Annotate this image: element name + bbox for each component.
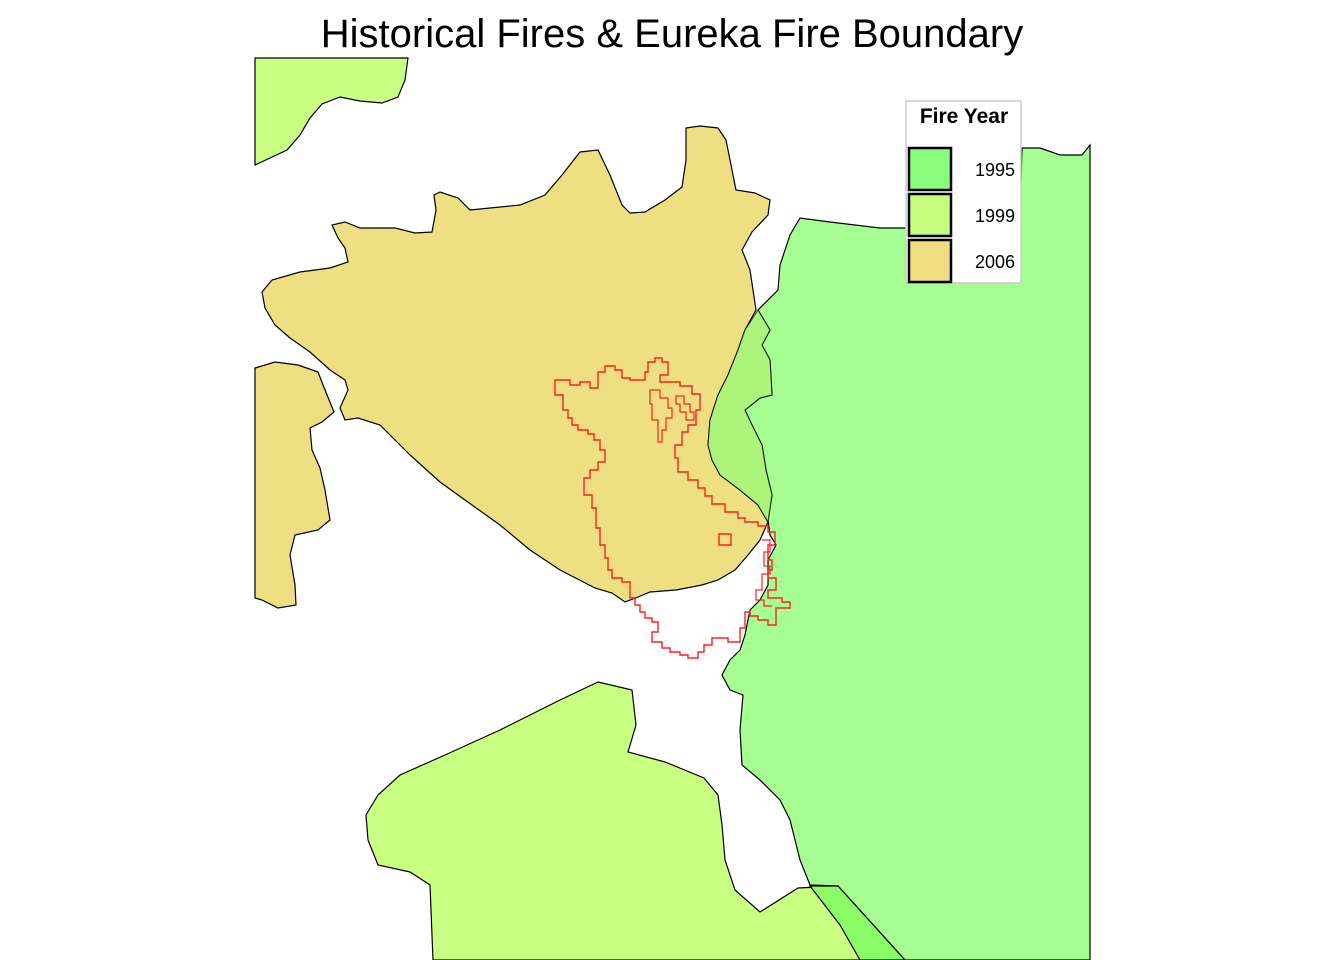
legend-title: Fire Year [920, 105, 1008, 128]
legend-label-2006: 2006 [975, 252, 1015, 272]
fire-2006-polygon-left [254, 361, 335, 609]
fire-1995-1999-overlap [808, 885, 906, 960]
eureka-fire-boundary [554, 357, 791, 659]
legend-label-1995: 1995 [975, 160, 1015, 180]
eureka-fire-boundary-inner [649, 389, 673, 443]
legend-swatch-2006 [907, 238, 953, 284]
fire-1999-polygon-top [254, 57, 409, 166]
eureka-fire-boundary-island [718, 533, 732, 546]
fire-1995-2006-overlap [707, 309, 773, 524]
legend-swatch-1995 [907, 146, 953, 192]
map-title: Historical Fires & Eureka Fire Boundary [320, 12, 1024, 56]
legend: Fire Year 1995 1999 2006 [905, 100, 1022, 284]
legend-label-1999: 1999 [975, 206, 1015, 226]
eureka-fire-boundary-inner-2 [675, 395, 695, 421]
eureka-fire-boundary-east-lobe [755, 539, 772, 607]
legend-swatch-1999 [907, 192, 953, 238]
fire-2006-polygon-main [261, 125, 771, 603]
